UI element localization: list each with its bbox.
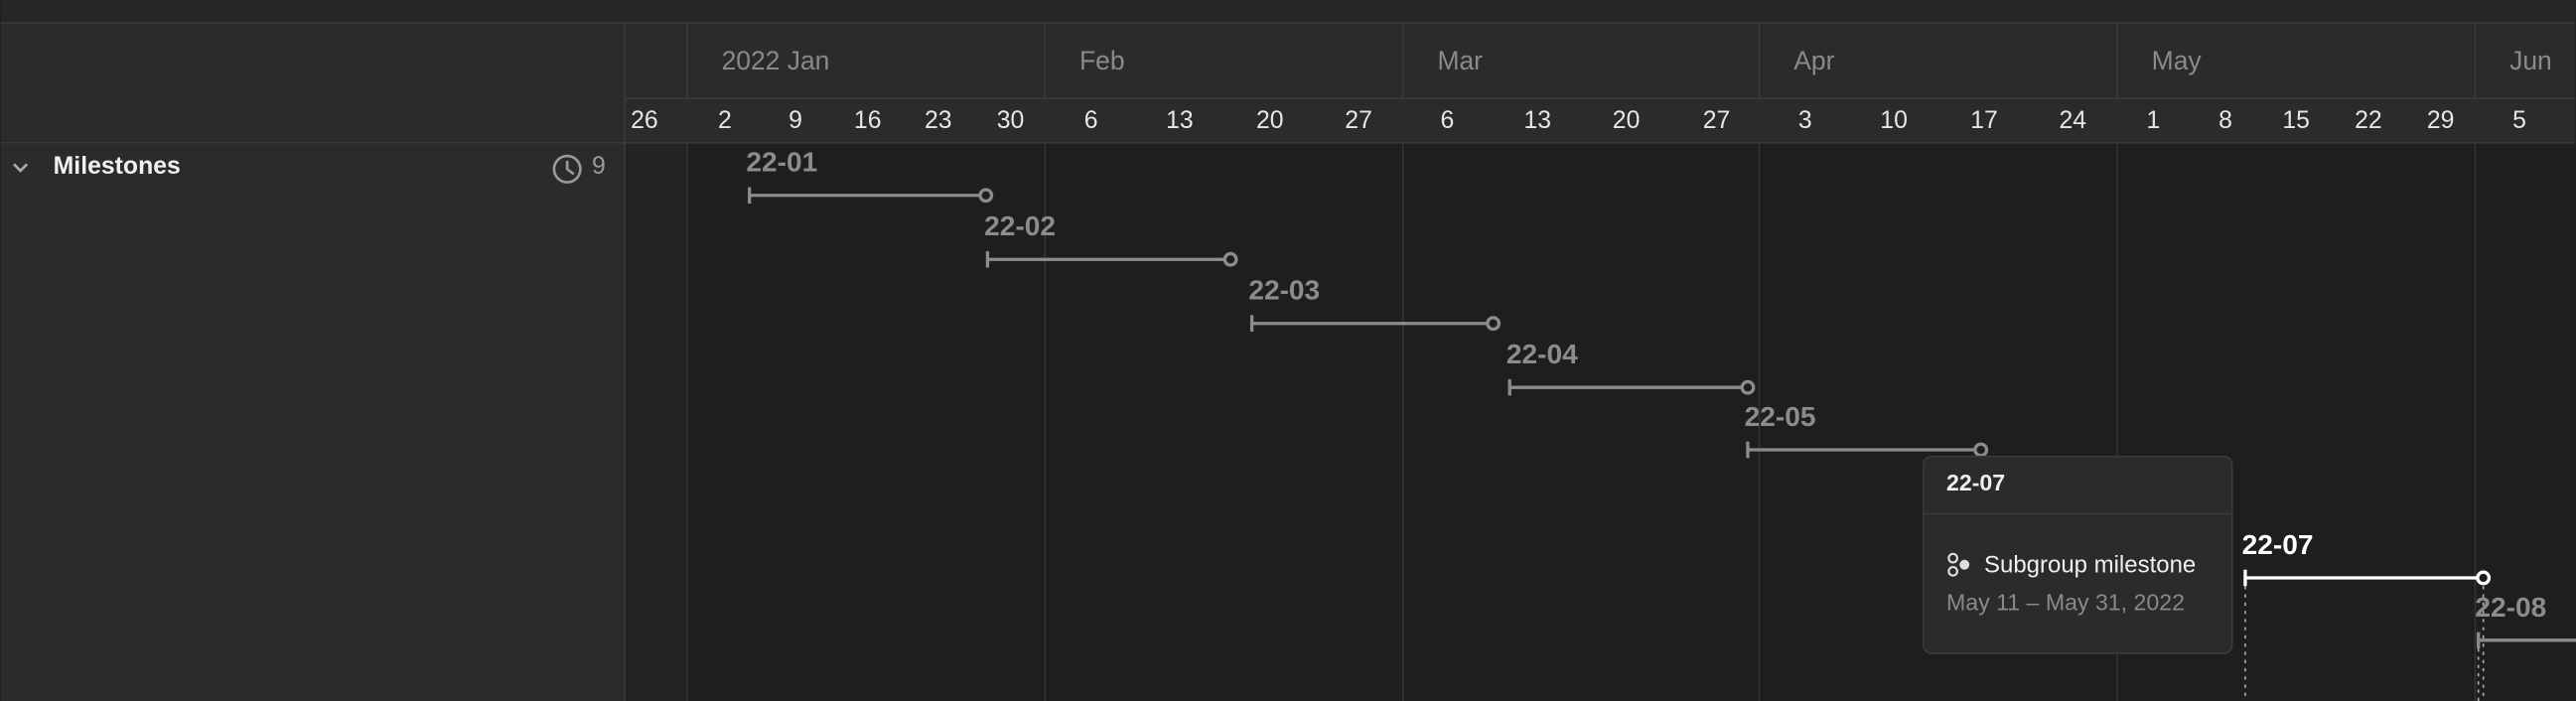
milestone-label: 22-05	[1745, 401, 1816, 432]
sidebar	[0, 143, 626, 701]
milestone-end	[1222, 251, 1238, 267]
day-label: 16	[854, 107, 882, 134]
month-label: Jun	[2509, 46, 2552, 75]
milestone-end	[978, 188, 994, 204]
collapse-chevron[interactable]	[13, 163, 29, 173]
milestone[interactable]: 22-04	[1506, 339, 1756, 396]
day-label: 8	[2218, 107, 2232, 134]
day-label: 27	[1345, 107, 1372, 134]
tooltip: 22-07 Subgroup milestone May 11 – May 31…	[1923, 455, 2233, 654]
milestone[interactable]: 22-03	[1248, 275, 1502, 332]
day-label: 27	[1703, 107, 1731, 134]
timeline-header	[0, 23, 2576, 143]
day-label: 6	[1440, 107, 1454, 134]
day-label: 13	[1166, 107, 1194, 134]
day-label: 15	[2282, 107, 2310, 134]
tooltip-title: 22-07	[1946, 470, 2005, 495]
day-label: 2	[718, 107, 732, 134]
tooltip-box	[1923, 455, 2233, 654]
month-label: Mar	[1437, 46, 1483, 75]
day-label: 10	[1880, 107, 1908, 134]
milestone-label: 22-08	[2475, 592, 2546, 623]
milestone[interactable]: 22-01	[746, 147, 994, 205]
day-label: 24	[2060, 107, 2087, 134]
day-label: 26	[631, 107, 658, 134]
milestone-bars: 22-01 22-02 22-03 22-04 22-05 22-07 22-08	[746, 147, 2576, 701]
milestone[interactable]: 22-07	[2242, 529, 2492, 701]
month-label: 2022 Jan	[722, 46, 830, 75]
milestone-label: 22-02	[984, 210, 1056, 241]
milestone-label: 22-03	[1248, 275, 1320, 306]
day-label: 3	[1798, 107, 1812, 134]
day-label: 20	[1256, 107, 1284, 134]
milestone[interactable]: 22-05	[1745, 401, 1989, 459]
milestone-label: 22-04	[1506, 339, 1578, 369]
milestone-end	[1973, 442, 1989, 458]
day-label: 9	[788, 107, 802, 134]
tooltip-dates: May 11 – May 31, 2022	[1946, 590, 2185, 616]
day-label: 23	[925, 107, 952, 134]
milestone-end	[2476, 570, 2492, 586]
milestone-count: 9	[592, 153, 606, 180]
milestone-label: 22-07	[2242, 529, 2314, 560]
day-label: 22	[2355, 107, 2382, 134]
clock-icon	[552, 154, 582, 184]
subgroup-icon	[1947, 552, 1970, 577]
milestone[interactable]: 22-08	[2475, 592, 2576, 701]
day-label: 17	[1970, 107, 1998, 134]
month-label: Apr	[1793, 46, 1834, 75]
day-label: 30	[997, 107, 1025, 134]
group-name[interactable]: Milestones	[54, 153, 181, 180]
day-label: 13	[1524, 107, 1552, 134]
month-lines	[686, 23, 2477, 701]
day-label: 29	[2427, 107, 2455, 134]
day-label: 5	[2512, 107, 2526, 134]
month-label: May	[2152, 46, 2203, 75]
day-label: 20	[1613, 107, 1641, 134]
milestone-label: 22-01	[746, 147, 817, 178]
day-label: 1	[2146, 107, 2160, 134]
day-label: 6	[1084, 107, 1098, 134]
top-strip	[0, 0, 2576, 24]
tooltip-type: Subgroup milestone	[1984, 552, 2196, 579]
milestone-end	[1486, 316, 1502, 332]
past-shade	[625, 142, 687, 701]
month-label: Feb	[1079, 46, 1125, 75]
milestone-end	[1740, 379, 1756, 395]
milestone[interactable]: 22-02	[984, 210, 1238, 268]
